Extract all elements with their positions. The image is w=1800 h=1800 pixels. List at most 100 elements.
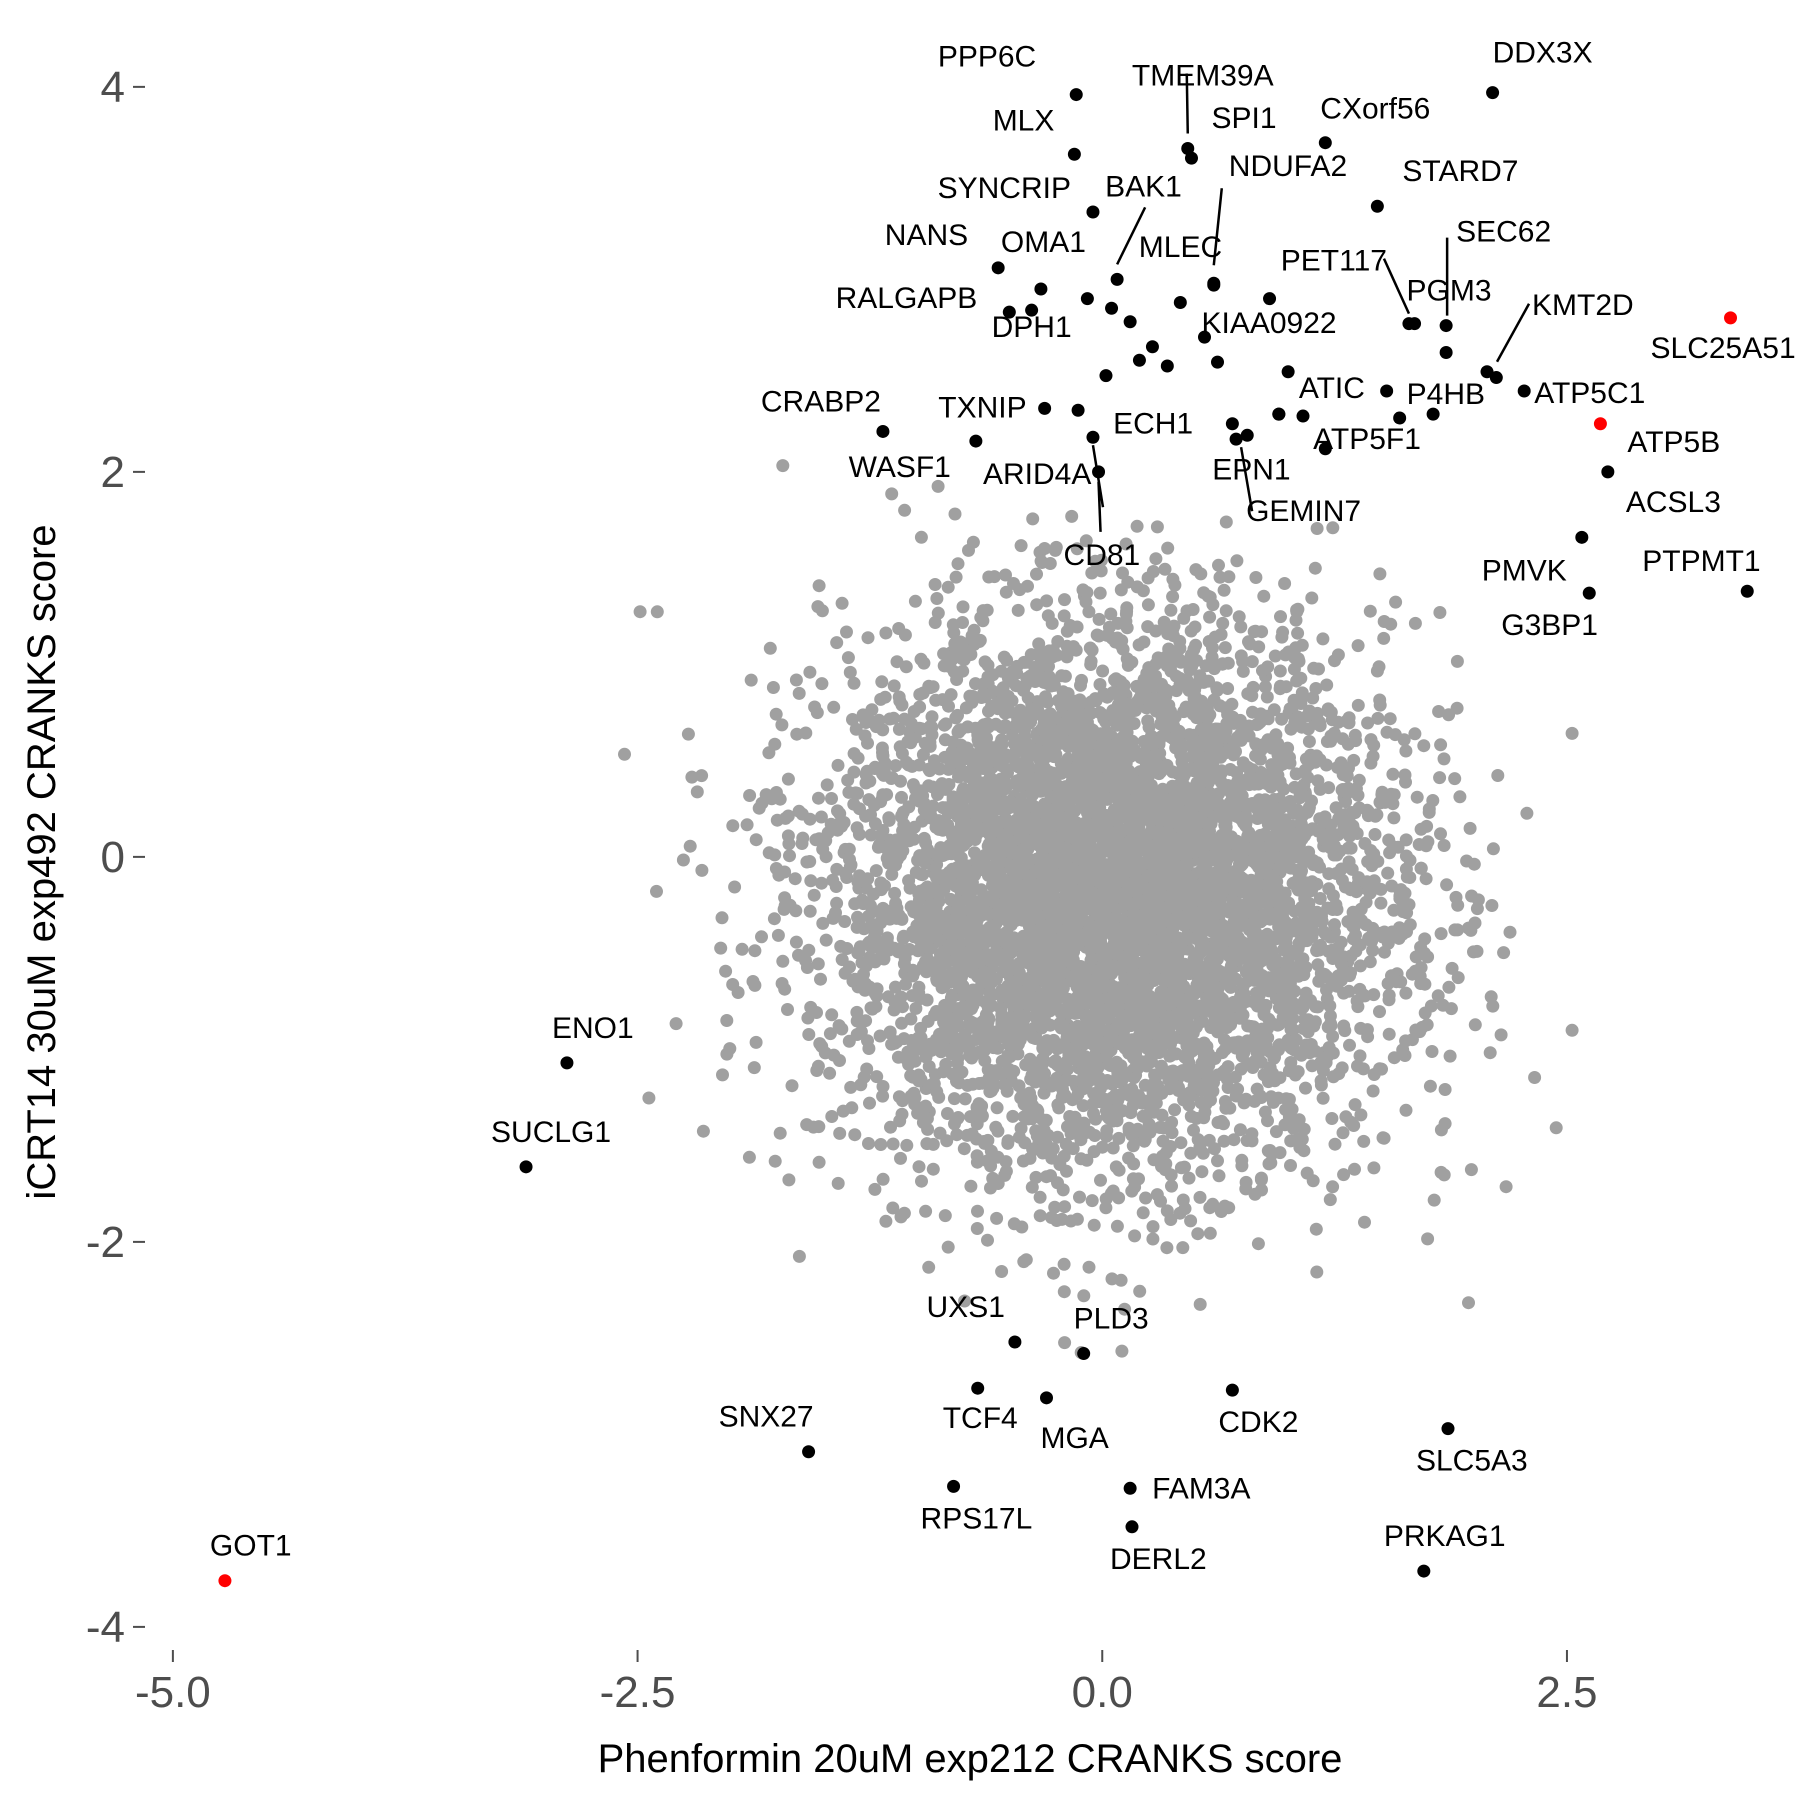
- background-point: [1160, 1241, 1174, 1255]
- background-point: [1432, 705, 1446, 718]
- background-point: [950, 673, 964, 686]
- background-point: [1165, 1179, 1178, 1193]
- background-point: [1148, 735, 1161, 749]
- background-point: [843, 960, 856, 974]
- background-point: [669, 1017, 683, 1031]
- background-point: [1173, 671, 1187, 685]
- background-point: [804, 874, 818, 888]
- background-point: [1258, 1105, 1272, 1119]
- background-point: [1249, 571, 1263, 584]
- background-point: [1356, 1062, 1370, 1076]
- background-point: [808, 700, 822, 714]
- background-point: [1357, 1134, 1371, 1148]
- background-point: [932, 822, 946, 836]
- background-point: [1221, 682, 1235, 695]
- background-point: [1313, 892, 1327, 905]
- background-point: [1196, 1014, 1209, 1028]
- background-point: [1016, 1154, 1030, 1168]
- background-point: [963, 689, 977, 703]
- background-point: [1272, 1001, 1286, 1015]
- background-point: [957, 1142, 971, 1156]
- background-point: [831, 804, 844, 818]
- background-point: [811, 957, 825, 971]
- background-point: [1386, 767, 1400, 781]
- background-point: [773, 1126, 787, 1140]
- background-point: [841, 651, 855, 665]
- background-point: [919, 1050, 933, 1064]
- background-point: [1281, 1033, 1295, 1047]
- background-point: [895, 1107, 909, 1121]
- background-point: [763, 641, 777, 655]
- background-point: [922, 1260, 936, 1274]
- background-point: [1293, 1141, 1307, 1154]
- background-point: [1032, 637, 1046, 651]
- background-point: [1241, 904, 1255, 918]
- background-point: [888, 980, 902, 994]
- background-point: [1376, 1131, 1390, 1145]
- background-point: [899, 977, 912, 991]
- background-point: [1486, 842, 1500, 856]
- background-point: [937, 659, 951, 673]
- background-point: [857, 1070, 871, 1084]
- background-point: [1079, 861, 1093, 875]
- background-point: [896, 805, 910, 819]
- background-point: [1442, 708, 1456, 722]
- background-point: [885, 487, 899, 501]
- background-point: [1030, 1103, 1044, 1117]
- background-point: [1375, 1062, 1388, 1076]
- background-point: [1001, 1134, 1015, 1148]
- background-point: [1278, 886, 1292, 900]
- background-point: [1047, 1266, 1060, 1280]
- background-point: [864, 828, 878, 842]
- background-point: [912, 986, 926, 1000]
- background-point: [892, 1090, 906, 1104]
- background-point: [696, 1124, 710, 1138]
- background-point: [683, 839, 697, 853]
- background-point: [1066, 1142, 1080, 1156]
- background-point: [1254, 1173, 1268, 1187]
- background-point: [1178, 1049, 1192, 1063]
- background-point: [767, 912, 781, 926]
- background-point: [1246, 1061, 1260, 1074]
- background-point: [768, 737, 782, 751]
- background-point: [1450, 654, 1464, 668]
- background-point: [1565, 726, 1579, 740]
- background-point: [933, 762, 947, 776]
- background-point: [1104, 607, 1118, 621]
- background-point: [676, 853, 690, 867]
- background-point: [833, 1126, 847, 1140]
- background-point: [1069, 643, 1083, 657]
- background-point: [1195, 1165, 1209, 1179]
- background-point: [690, 785, 704, 799]
- background-point: [947, 1092, 961, 1106]
- background-point: [1168, 1103, 1182, 1117]
- background-point: [877, 768, 891, 782]
- background-point: [1308, 561, 1322, 575]
- background-point: [1123, 1084, 1137, 1097]
- background-point: [1041, 609, 1055, 623]
- background-point: [1010, 1038, 1024, 1052]
- background-point: [778, 891, 792, 905]
- background-point: [1040, 594, 1054, 608]
- background-point: [1120, 604, 1134, 618]
- background-point: [792, 804, 806, 818]
- background-point: [1348, 1162, 1361, 1176]
- background-point: [922, 779, 936, 793]
- background-point: [863, 980, 876, 994]
- background-point: [834, 939, 848, 953]
- background-point: [1065, 509, 1079, 523]
- background-point: [1305, 1059, 1319, 1073]
- background-point: [1434, 927, 1448, 941]
- background-point: [1221, 656, 1235, 670]
- background-point: [914, 722, 928, 736]
- background-point: [1288, 651, 1302, 665]
- background-point: [1074, 1133, 1088, 1147]
- background-point: [949, 711, 963, 725]
- background-point: [781, 1003, 794, 1016]
- background-point: [1399, 1103, 1413, 1117]
- background-point: [1176, 1241, 1190, 1255]
- background-point: [743, 789, 757, 802]
- background-point: [795, 837, 809, 850]
- background-point: [1048, 1200, 1062, 1214]
- background-point: [748, 944, 762, 958]
